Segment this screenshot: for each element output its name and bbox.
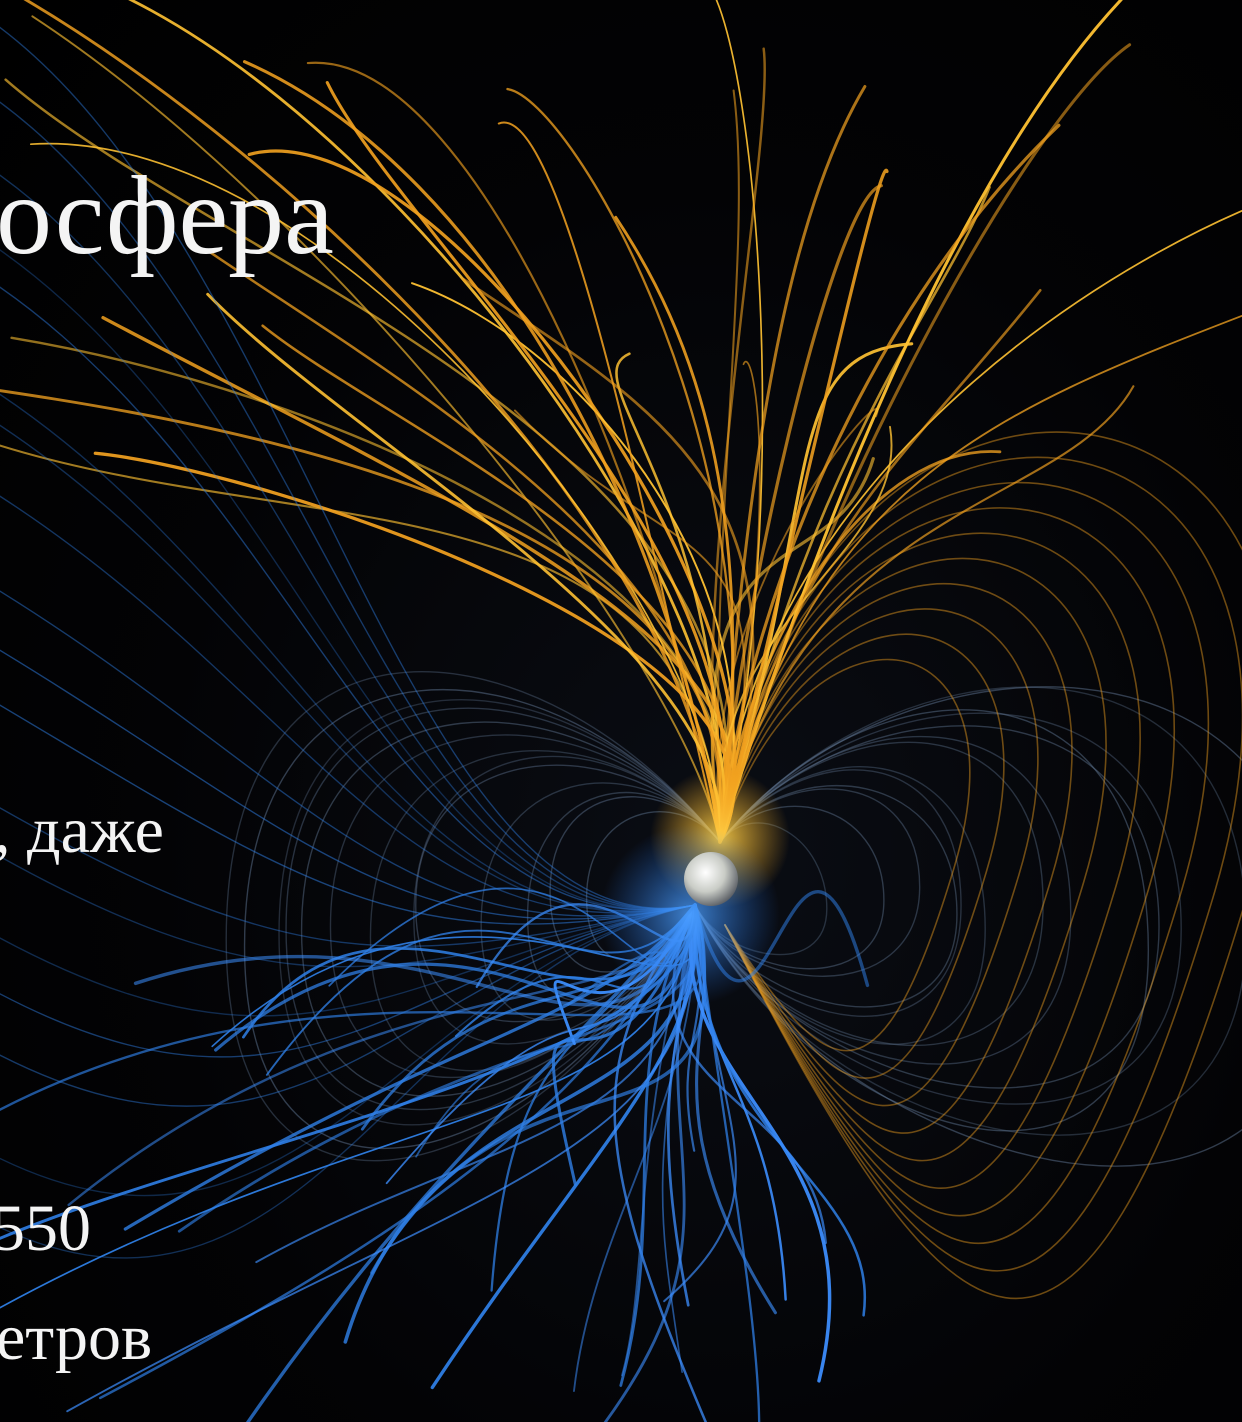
faint-field-line <box>694 741 1044 1047</box>
north-field-line <box>718 288 1042 844</box>
north-outer-loop <box>719 456 1242 1272</box>
south-tail-line <box>0 904 696 1259</box>
faint-field-line <box>694 769 962 1017</box>
faint-field-line <box>694 686 1242 1136</box>
south-tail-line <box>0 904 696 1017</box>
north-field-line <box>719 314 1242 843</box>
faint-field-line <box>694 766 986 1045</box>
north-field-line <box>718 342 914 844</box>
faint-field-line <box>694 725 1160 1089</box>
south-tail-line <box>0 286 696 911</box>
slide-title: осфера <box>0 154 334 278</box>
north-field-line <box>461 277 755 844</box>
south-tail-line <box>0 904 696 1197</box>
north-field-line <box>261 324 731 844</box>
south-tail-line <box>0 807 696 947</box>
faint-field-line <box>694 709 1150 1132</box>
south-tail-line <box>0 904 696 1107</box>
north-field-line <box>23 0 722 844</box>
north-field-line <box>718 123 1061 844</box>
south-tail-line <box>0 704 696 925</box>
body-text-line-2: 550 <box>0 1192 91 1265</box>
south-tail-line <box>0 904 696 1058</box>
faint-field-line <box>694 785 958 1008</box>
north-field-line <box>93 451 735 844</box>
south-tail-line <box>0 855 696 968</box>
south-tail-line <box>0 249 696 911</box>
faint-field-line <box>415 764 721 1023</box>
south-tail-line <box>0 495 696 914</box>
faint-field-line <box>225 671 721 1162</box>
faint-field-line <box>278 698 721 1126</box>
north-field-line <box>716 408 879 843</box>
north-field-line <box>716 89 740 844</box>
faint-field-line <box>694 686 1242 1167</box>
north-outer-loop <box>719 557 1107 1162</box>
north-field-lines <box>0 0 1242 1300</box>
south-tail-line <box>0 26 696 909</box>
south-tail-line <box>0 424 696 913</box>
body-text-line-3: етров <box>0 1301 153 1374</box>
north-outer-loop <box>719 507 1176 1217</box>
north-field-line <box>614 215 735 844</box>
north-field-line <box>0 444 722 844</box>
north-field-line <box>31 15 721 843</box>
faint-field-line <box>243 689 721 1150</box>
south-field-line <box>0 903 697 1240</box>
north-field-line <box>718 184 883 844</box>
faint-field-line <box>694 735 1072 1065</box>
north-outer-loop <box>719 658 971 1052</box>
faint-field-line <box>480 782 721 1021</box>
body-text-line-1: , даже <box>0 794 164 867</box>
north-field-line <box>209 251 723 844</box>
north-field-line <box>411 282 735 843</box>
north-field-line <box>127 0 726 844</box>
north-outer-loop <box>719 431 1242 1300</box>
north-outer-loop <box>719 608 1039 1107</box>
north-field-line <box>242 60 722 844</box>
north-outer-loop <box>719 481 1210 1244</box>
planet <box>684 852 738 906</box>
south-tail-line <box>0 590 696 917</box>
north-field-line <box>718 43 1132 844</box>
faint-field-line <box>285 707 721 1111</box>
south-field-line <box>661 904 696 1373</box>
north-field-line <box>10 336 726 844</box>
north-outer-loop <box>719 532 1141 1189</box>
south-pole-glow <box>600 825 780 1005</box>
south-tail-line <box>0 649 696 920</box>
south-tail-line <box>0 101 696 910</box>
south-tail-line <box>0 174 696 910</box>
north-field-line <box>719 209 1242 843</box>
south-field-line <box>66 904 697 1413</box>
north-outer-loop <box>719 633 1005 1079</box>
faint-field-line <box>694 712 1182 1105</box>
north-field-line <box>718 168 889 844</box>
south-tail-line <box>0 393 696 912</box>
north-field-line <box>513 409 746 843</box>
north-outer-loop <box>719 582 1073 1134</box>
north-field-line <box>718 385 1135 844</box>
